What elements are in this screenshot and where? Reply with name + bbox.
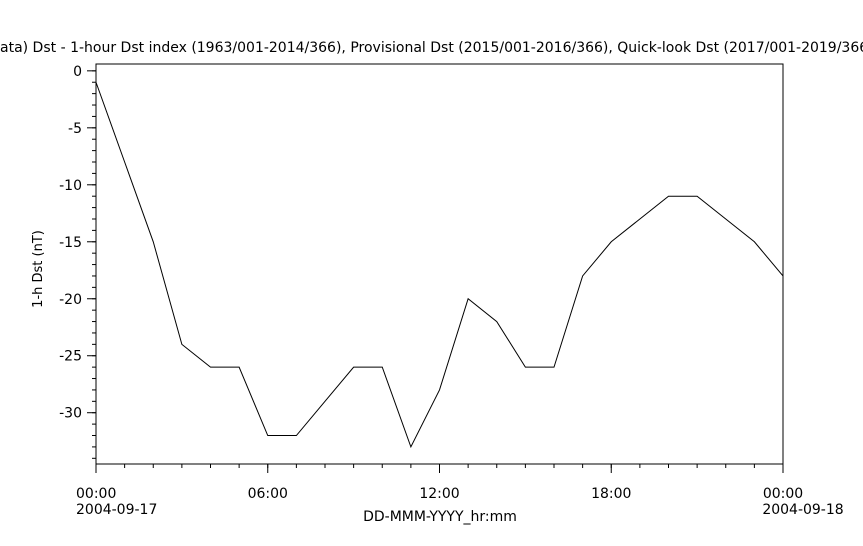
- x-tick-label: 00:00: [76, 486, 116, 502]
- x-tick-label: 12:00: [419, 486, 459, 502]
- x-axis-label: DD-MMM-YYYY_hr:mm: [363, 509, 517, 525]
- x-tick-date: 2004-09-18: [762, 502, 843, 518]
- data-line: [95, 82, 784, 449]
- x-tick-date: 2004-09-17: [76, 502, 157, 518]
- y-tick-label: -30: [59, 406, 82, 422]
- y-tick-label: -15: [59, 235, 82, 251]
- y-axis-label: 1-h Dst (nT): [31, 230, 46, 308]
- y-tick-label: -5: [68, 121, 82, 137]
- x-tick-label: 06:00: [248, 486, 288, 502]
- x-tick-label: 00:00: [763, 486, 803, 502]
- y-tick-label: 0: [73, 64, 82, 80]
- x-tick-label: 18:00: [591, 486, 631, 502]
- chart-title: ata) Dst - 1-hour Dst index (1963/001-20…: [0, 40, 863, 56]
- y-tick-label: -10: [59, 178, 82, 194]
- y-tick-label: -20: [59, 292, 82, 308]
- y-tick-label: -25: [59, 349, 82, 365]
- plot-frame: [95, 63, 784, 465]
